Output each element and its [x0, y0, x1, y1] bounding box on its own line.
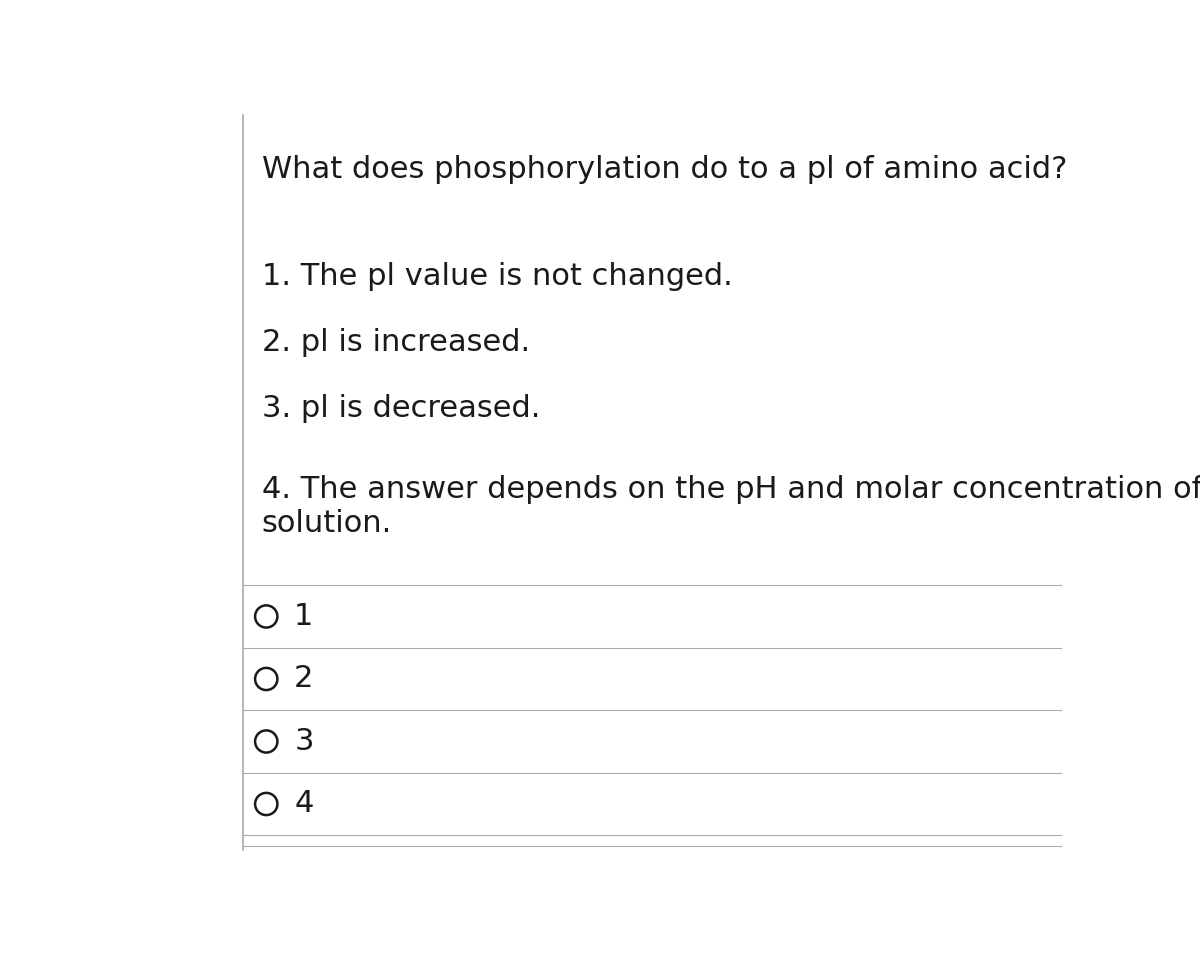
- Text: What does phosphorylation do to a pl of amino acid?: What does phosphorylation do to a pl of …: [262, 155, 1067, 184]
- Text: 1. The pl value is not changed.: 1. The pl value is not changed.: [262, 262, 732, 290]
- Text: 2. pl is increased.: 2. pl is increased.: [262, 328, 529, 357]
- Text: 4: 4: [294, 790, 313, 818]
- Text: 2: 2: [294, 665, 313, 693]
- Text: 1: 1: [294, 602, 313, 631]
- Text: 3: 3: [294, 727, 313, 756]
- Text: 4. The answer depends on the pH and molar concentration of amino acid
solution.: 4. The answer depends on the pH and mola…: [262, 475, 1200, 538]
- Text: 3. pl is decreased.: 3. pl is decreased.: [262, 394, 540, 423]
